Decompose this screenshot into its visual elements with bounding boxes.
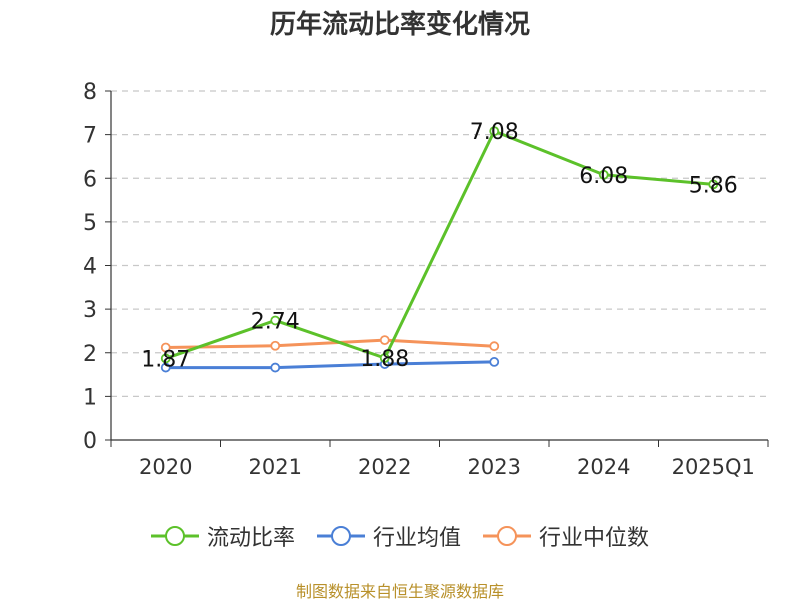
data-point [598, 169, 609, 180]
y-tick-label: 3 [83, 298, 97, 323]
series-line [165, 129, 714, 360]
y-tick-label: 0 [83, 429, 97, 454]
data-labels: 1.87 2.74 1.88 7.08 6.08 5.86 [141, 120, 737, 372]
y-tick-label: 2 [83, 342, 97, 367]
chart-title: 历年流动比率变化情况 [269, 10, 530, 40]
data-point [270, 340, 281, 351]
data-point [160, 362, 171, 373]
legend-item[interactable]: 行业中位数 [483, 520, 649, 552]
data-point [489, 357, 500, 367]
x-tick-label: 2025Q1 [672, 455, 755, 479]
legend: 流动比率 行业均值 行业中位数 [0, 520, 800, 552]
x-tick-label: 2024 [577, 455, 630, 479]
x-tick-label: 2020 [139, 455, 192, 479]
legend-item[interactable]: 流动比率 [150, 520, 295, 552]
data-point [270, 315, 281, 326]
x-tick-label: 2023 [468, 455, 521, 479]
data-label: 1.87 [141, 347, 190, 372]
y-tick-label: 6 [83, 167, 97, 192]
x-tick-label: 2021 [249, 455, 302, 479]
legend-item[interactable]: 行业均值 [316, 520, 461, 552]
x-tick-label: 2022 [358, 455, 411, 479]
data-point [160, 353, 171, 364]
axes: 0 1 2 3 4 5 6 7 8 2020 2021 2022 2023 2024 2025Q1 [83, 80, 769, 479]
legend-swatch-icon [483, 526, 531, 546]
series [160, 126, 719, 373]
data-point [270, 362, 281, 373]
legend-label: 行业中位数 [539, 526, 650, 551]
y-tick-label: 7 [83, 124, 97, 149]
data-label: 7.08 [470, 120, 519, 145]
legend-swatch-icon [316, 526, 365, 546]
series-line [165, 360, 495, 370]
data-point [489, 341, 500, 352]
data-label: 6.08 [579, 164, 628, 189]
source-note: 制图数据来自恒生聚源数据库 [295, 582, 504, 601]
series-line [165, 338, 495, 350]
data-point [379, 353, 390, 363]
data-point [489, 126, 500, 137]
legend-swatch-icon [150, 526, 199, 546]
legend-label: 行业均值 [372, 526, 461, 551]
y-tick-label: 1 [83, 385, 97, 410]
data-point [708, 179, 719, 190]
data-label: 5.86 [689, 173, 738, 198]
y-tick-label: 5 [83, 211, 97, 236]
legend-label: 流动比率 [206, 526, 295, 551]
data-label: 1.88 [360, 347, 409, 372]
data-point [379, 335, 390, 345]
y-tick-label: 4 [83, 255, 97, 280]
data-point [160, 342, 171, 353]
data-label: 2.74 [251, 309, 300, 334]
y-tick-label: 8 [83, 80, 97, 105]
